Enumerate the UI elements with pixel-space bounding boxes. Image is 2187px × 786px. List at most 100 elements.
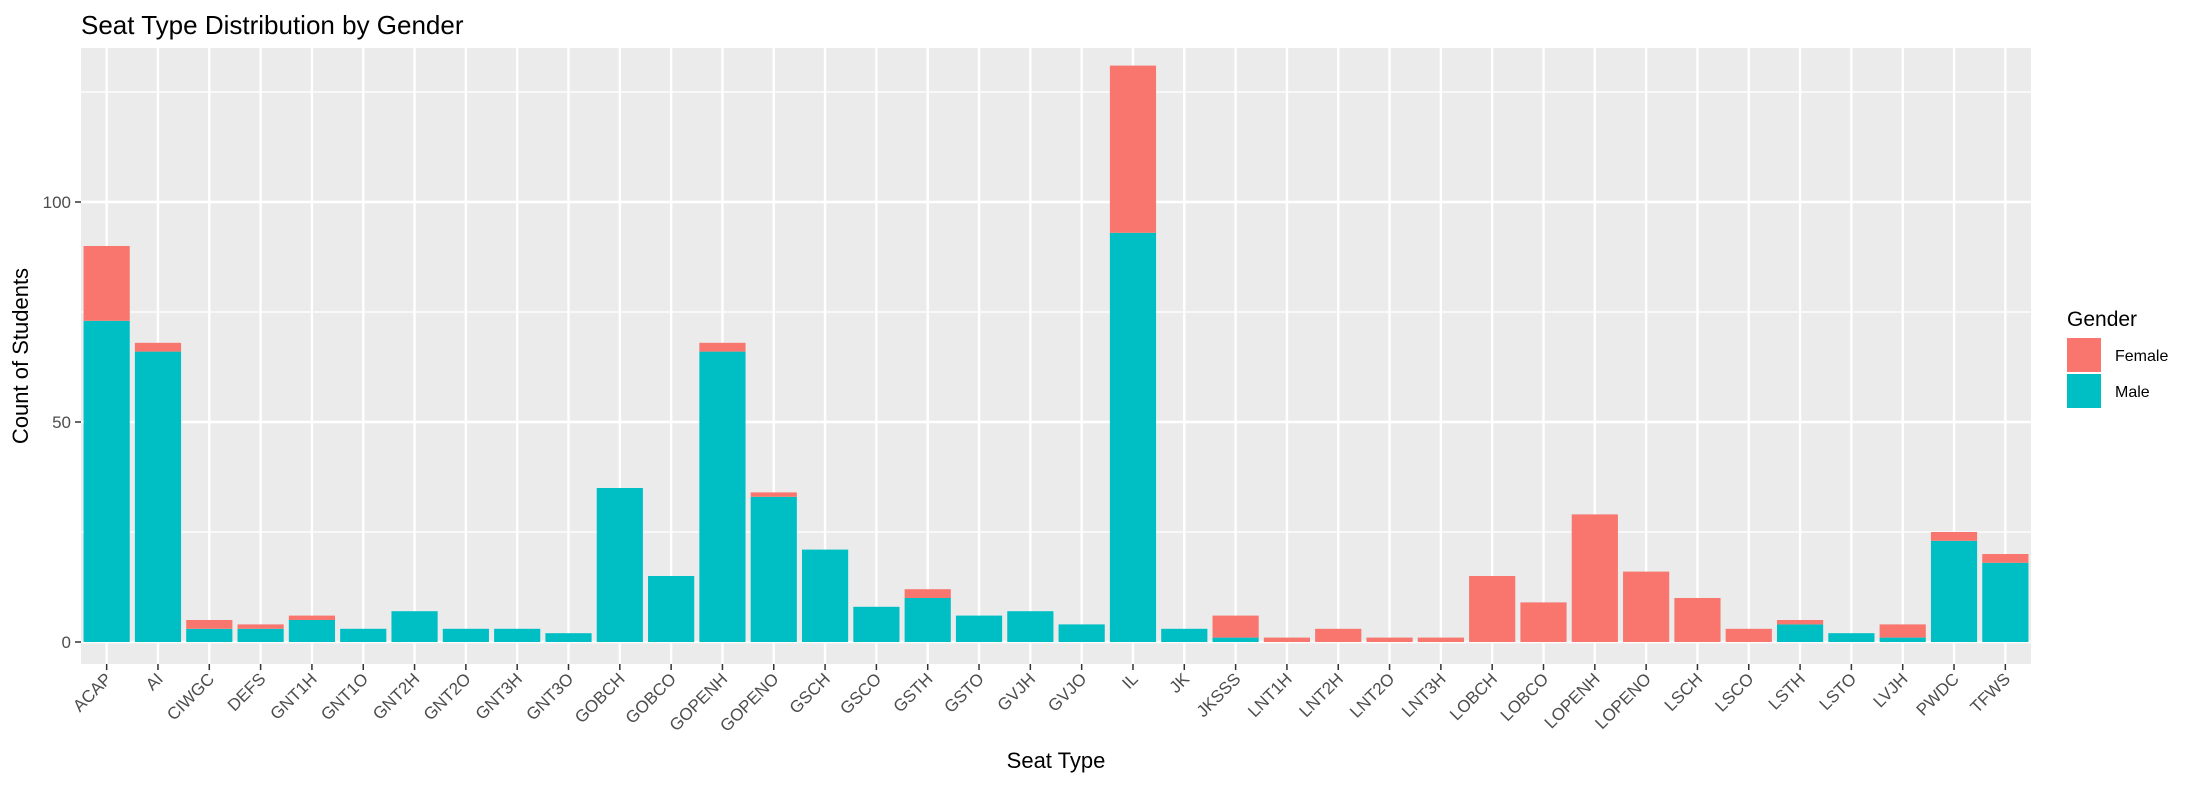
x-tick-label-gnt2h: GNT2H (369, 669, 423, 723)
y-tick-label: 50 (52, 413, 71, 432)
bar-female-ciwgc (186, 620, 233, 629)
bar-female-il (1109, 65, 1157, 233)
bar-female-lobco (1520, 602, 1567, 642)
bar-male-gobco (648, 576, 695, 642)
bar-male-gsch (801, 549, 849, 642)
legend-label-male: Male (2115, 384, 2150, 401)
bar-male-gnt1o (340, 628, 387, 642)
bar-male-gvjo (1058, 624, 1105, 642)
x-tick-label-lvjh: LVJH (1870, 669, 1912, 711)
chart-title: Seat Type Distribution by Gender (81, 10, 464, 40)
x-tick-label-gvjo: GVJO (1044, 669, 1090, 715)
bar-male-gvjh (1007, 611, 1054, 642)
x-tick-label-gnt3o: GNT3O (522, 669, 577, 724)
bar-female-acap (83, 246, 130, 321)
bar-male-gsth (904, 598, 951, 642)
bar-female-lobch (1469, 576, 1516, 642)
x-tick-label-il: IL (1118, 669, 1141, 692)
x-tick-label-lnt2o: LNT2O (1346, 669, 1398, 721)
x-tick-label-ai: AI (142, 669, 167, 694)
bar-female-gopenh (699, 342, 746, 352)
bar-female-ai (134, 342, 182, 352)
x-tick-label-lsth: LSTH (1765, 669, 1809, 713)
bar-male-gopeno (750, 496, 797, 642)
x-tick-label-lsch: LSCH (1661, 669, 1707, 715)
bar-male-ciwgc (186, 628, 233, 642)
bar-male-gsto (955, 615, 1003, 642)
x-tick-label-gobch: GOBCH (571, 669, 629, 727)
bar-male-lvjh (1879, 637, 1926, 642)
bar-female-lopeno (1623, 571, 1670, 642)
bar-female-gopeno (750, 492, 797, 497)
bar-female-lsco (1725, 628, 1772, 642)
bar-female-lvjh (1879, 624, 1926, 638)
x-tick-label-jk: JK (1166, 669, 1194, 697)
legend-label-female: Female (2115, 348, 2168, 365)
x-tick-label-gsth: GSTH (890, 669, 937, 716)
x-tick-label-gnt2o: GNT2O (420, 669, 475, 724)
y-axis-title: Count of Students (8, 268, 33, 444)
bar-male-gsco (853, 606, 900, 642)
bar-female-gsth (904, 589, 951, 598)
x-tick-label-lopeno: LOPENO (1591, 669, 1655, 733)
plot-panel (81, 48, 2031, 664)
bar-female-defs (237, 624, 284, 629)
x-tick-label-lsco: LSCO (1711, 669, 1757, 715)
x-tick-label-defs: DEFS (224, 669, 269, 714)
x-tick-label-gnt1h: GNT1H (267, 669, 321, 723)
bar-male-gobch (596, 488, 643, 642)
bar-female-lsth (1776, 620, 1824, 625)
bar-female-lnt2h (1315, 628, 1362, 642)
bar-male-lsto (1828, 633, 1875, 642)
grid-layer (81, 48, 2031, 664)
x-tick-label-lnt1h: LNT1H (1244, 669, 1296, 721)
bar-female-tfws (1982, 554, 2029, 563)
bar-female-lnt2o (1366, 637, 1413, 642)
bar-female-lopenh (1571, 514, 1618, 642)
x-tick-label-ciwgc: CIWGC (163, 669, 218, 724)
bar-female-jksss (1212, 615, 1259, 638)
x-tick-label-lnt3h: LNT3H (1398, 669, 1450, 721)
x-tick-label-pwdc: PWDC (1913, 669, 1963, 719)
bar-male-pwdc (1930, 540, 1978, 642)
x-tick-label-gsch: GSCH (786, 669, 834, 717)
bar-male-defs (237, 628, 284, 642)
bar-male-gnt3h (494, 628, 541, 642)
y-axis: 0 50 100 (43, 193, 81, 652)
bar-female-lnt3h (1417, 637, 1464, 642)
x-tick-label-jksss: JKSSS (1193, 669, 1245, 721)
bar-male-tfws (1982, 562, 2029, 642)
bar-male-gnt3o (545, 633, 592, 642)
x-tick-label-gnt3h: GNT3H (472, 669, 526, 723)
x-tick-label-gsco: GSCO (836, 669, 885, 718)
bar-male-gopenh (699, 351, 746, 642)
bars-layer (83, 65, 2029, 643)
x-tick-label-tfws: TFWS (1967, 669, 2014, 716)
x-tick-label-acap: ACAP (69, 669, 115, 715)
bar-male-jk (1161, 628, 1208, 642)
x-tick-label-lobch: LOBCH (1446, 669, 1501, 724)
legend: Gender Female Male (2067, 308, 2168, 408)
bar-male-lsth (1776, 624, 1824, 642)
legend-key-male (2067, 374, 2101, 408)
bar-male-jksss (1212, 637, 1259, 642)
bar-male-gnt2o (442, 628, 489, 642)
bar-male-il (1109, 232, 1157, 643)
bar-female-gnt1h (288, 615, 336, 620)
y-tick-label: 100 (43, 193, 71, 212)
x-tick-label-lsto: LSTO (1816, 669, 1861, 714)
bar-female-lsch (1674, 598, 1721, 642)
bar-female-lnt1h (1263, 637, 1311, 642)
bar-female-pwdc (1930, 532, 1978, 541)
x-tick-label-lnt2h: LNT2H (1296, 669, 1348, 721)
legend-title: Gender (2067, 308, 2137, 331)
bar-male-acap (83, 320, 130, 642)
legend-key-female (2067, 338, 2101, 372)
x-tick-label-gvjh: GVJH (994, 669, 1039, 714)
bar-male-gnt1h (288, 620, 336, 642)
x-tick-label-gsto: GSTO (941, 669, 988, 716)
bar-male-gnt2h (391, 611, 438, 642)
x-tick-label-gnt1o: GNT1O (317, 669, 372, 724)
